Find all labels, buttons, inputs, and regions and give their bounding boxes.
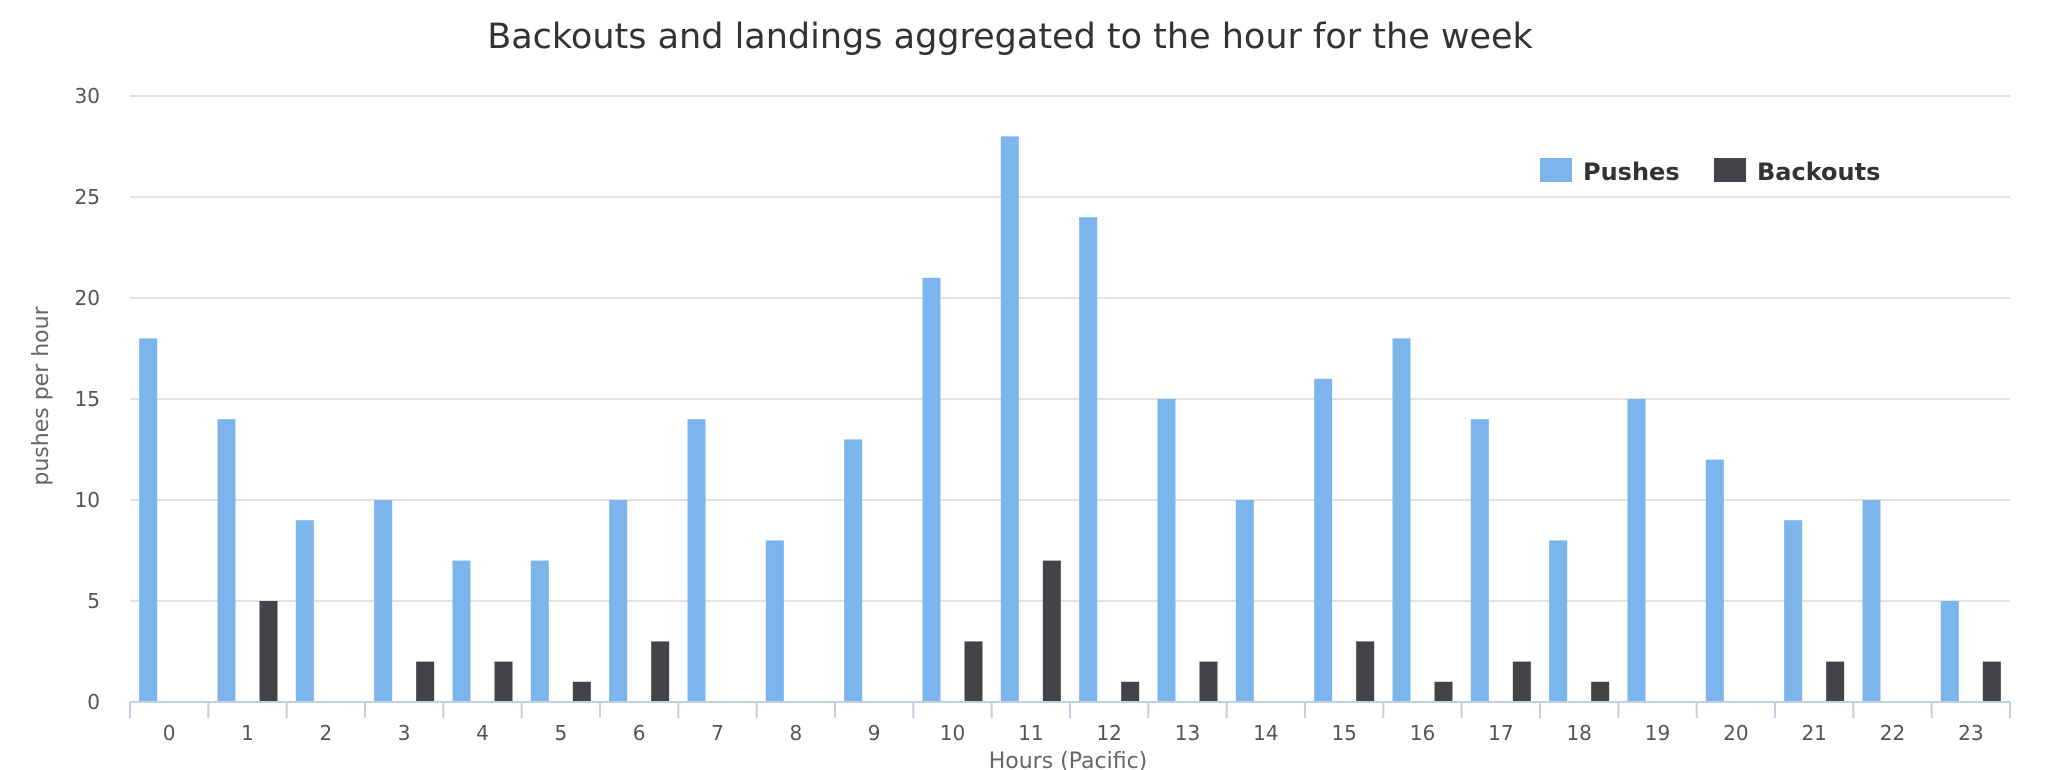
legend-swatch	[1714, 158, 1746, 182]
x-tick-label: 3	[398, 721, 411, 745]
backouts-bar	[494, 661, 513, 702]
legend-swatch	[1540, 158, 1572, 182]
legend-item-pushes[interactable]: Pushes	[1540, 158, 1680, 186]
x-tick-label: 22	[1880, 721, 1905, 745]
x-axis: 0 1 2 3 4 5 6 7 8 9 10 11 12 13 14 15 16 17 18 19 20 21 22 23	[129, 701, 2011, 745]
backouts-bar	[572, 681, 591, 702]
backouts-bar	[1434, 681, 1453, 702]
backouts-bar	[1826, 661, 1845, 702]
y-tick-label: 5	[87, 589, 100, 613]
x-tick-label: 19	[1645, 721, 1670, 745]
pushes-bar	[1000, 136, 1019, 702]
x-tick-label: 9	[868, 721, 881, 745]
chart-title: Backouts and landings aggregated to the …	[487, 17, 1533, 57]
x-tick-label: 23	[1958, 721, 1983, 745]
backouts-bar	[416, 661, 435, 702]
y-tick-label: 20	[75, 286, 100, 310]
y-tick-label: 25	[75, 185, 100, 209]
x-tick-label: 10	[940, 721, 965, 745]
x-tick-label: 14	[1253, 721, 1278, 745]
pushes-bar	[1784, 520, 1803, 702]
backouts-bar	[1512, 661, 1531, 702]
pushes-bar	[217, 419, 236, 702]
pushes-bar	[1079, 217, 1098, 702]
pushes-bar	[844, 439, 863, 702]
x-tick-label: 17	[1488, 721, 1513, 745]
y-tick-label: 10	[75, 488, 100, 512]
y-tick-label: 30	[75, 84, 100, 108]
pushes-bar	[1392, 338, 1411, 702]
backouts-bar	[1199, 661, 1218, 702]
pushes-bar	[374, 500, 393, 702]
x-tick-label: 4	[476, 721, 489, 745]
backouts-bar	[1982, 661, 2001, 702]
legend-label: Backouts	[1757, 158, 1880, 186]
x-tick-label: 13	[1175, 721, 1200, 745]
x-tick-label: 20	[1723, 721, 1748, 745]
x-tick-label: 12	[1096, 721, 1121, 745]
pushes-bar	[1314, 378, 1333, 702]
pushes-bar	[1549, 540, 1568, 702]
backouts-bar	[1042, 560, 1061, 702]
backouts-bar	[1356, 641, 1375, 702]
x-tick-label: 16	[1410, 721, 1435, 745]
x-tick-label: 0	[163, 721, 176, 745]
backouts-bar	[1591, 681, 1610, 702]
grid-lines	[130, 95, 2010, 602]
x-tick-label: 5	[554, 721, 567, 745]
x-tick-label: 15	[1331, 721, 1356, 745]
pushes-bar	[609, 500, 628, 702]
x-axis-title: Hours (Pacific)	[989, 749, 1148, 770]
legend[interactable]: Pushes Backouts	[1540, 158, 1880, 186]
x-tick-label: 1	[241, 721, 254, 745]
pushes-bar	[1627, 399, 1646, 702]
backouts-bar	[1121, 681, 1140, 702]
legend-item-backouts[interactable]: Backouts	[1714, 158, 1880, 186]
x-tick-label: 2	[319, 721, 332, 745]
backouts-bar	[259, 601, 278, 702]
pushes-bar	[1470, 419, 1489, 702]
x-tick-label: 6	[633, 721, 646, 745]
pushes-bar	[139, 338, 158, 702]
x-tick-label: 18	[1566, 721, 1591, 745]
y-axis-title: pushes per hour	[29, 305, 54, 485]
pushes-bar	[687, 419, 706, 702]
pushes-bar	[452, 560, 471, 702]
backouts-bar	[964, 641, 983, 702]
x-tick-label: 8	[789, 721, 802, 745]
x-tick-label: 7	[711, 721, 724, 745]
pushes-bar	[1157, 399, 1176, 702]
y-tick-label: 0	[87, 690, 100, 714]
pushes-bar	[530, 560, 549, 702]
bars	[139, 136, 2001, 702]
y-axis-ticks: 0 5 10 15 20 25 30	[75, 84, 100, 714]
pushes-bar	[1862, 500, 1881, 702]
pushes-bar	[1940, 601, 1959, 702]
pushes-bar	[295, 520, 314, 702]
pushes-bar	[765, 540, 784, 702]
pushes-bar	[922, 277, 941, 702]
y-tick-label: 15	[75, 387, 100, 411]
x-tick-label: 21	[1801, 721, 1826, 745]
legend-label: Pushes	[1583, 158, 1680, 186]
x-tick-label: 11	[1018, 721, 1043, 745]
backouts-bar	[651, 641, 670, 702]
pushes-bar	[1235, 500, 1254, 702]
pushes-bar	[1705, 459, 1724, 702]
